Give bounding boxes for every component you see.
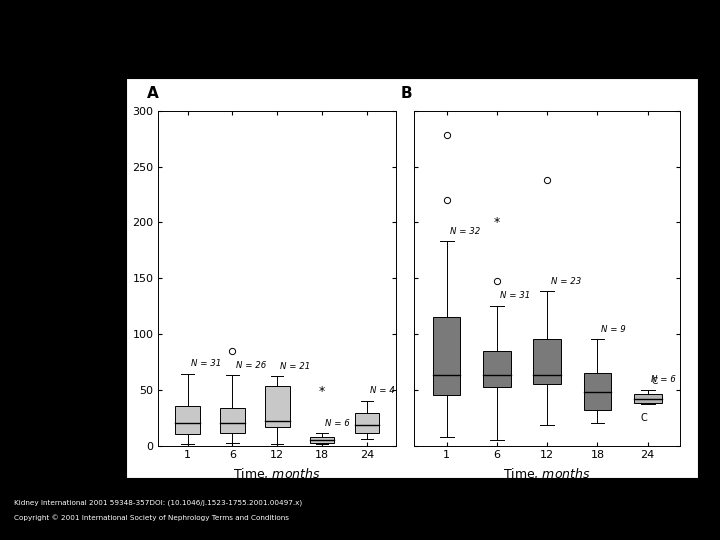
Text: N = 23: N = 23 <box>551 277 581 286</box>
Text: N = 6: N = 6 <box>652 375 676 384</box>
Bar <box>354 413 379 433</box>
Text: N = 31: N = 31 <box>191 360 221 368</box>
Text: N = 9: N = 9 <box>601 325 626 334</box>
Text: N = 6: N = 6 <box>325 418 350 428</box>
Text: N = 26: N = 26 <box>235 361 266 369</box>
Bar <box>175 407 200 434</box>
Text: Copyright © 2001 International Society of Nephrology Terms and Conditions: Copyright © 2001 International Society o… <box>14 514 289 521</box>
Text: N = 31: N = 31 <box>500 292 531 300</box>
Text: C: C <box>652 377 658 387</box>
Bar <box>265 386 289 427</box>
Text: A: A <box>147 86 158 100</box>
Y-axis label: CA 125, U/mL: CA 125, U/mL <box>115 238 128 318</box>
Text: N = 32: N = 32 <box>450 227 480 235</box>
Text: Kidney International 2001 59348-357DOI: (10.1046/j.1523-1755.2001.00497.x): Kidney International 2001 59348-357DOI: … <box>14 500 302 506</box>
Text: N = 21: N = 21 <box>280 362 310 371</box>
X-axis label: Time, $\it{months}$: Time, $\it{months}$ <box>503 466 591 481</box>
Bar <box>634 394 662 403</box>
Text: *: * <box>319 386 325 399</box>
Text: N = 4: N = 4 <box>370 386 395 395</box>
Text: C: C <box>640 413 647 423</box>
Bar <box>584 373 611 410</box>
Text: Figure 4: Figure 4 <box>332 32 388 46</box>
Bar <box>483 350 510 388</box>
Bar <box>310 436 334 443</box>
X-axis label: Time, $\it{months}$: Time, $\it{months}$ <box>233 466 321 481</box>
Text: *: * <box>494 216 500 229</box>
Text: B: B <box>400 86 413 100</box>
Bar <box>534 340 561 384</box>
Bar <box>433 317 461 395</box>
Bar <box>220 408 245 433</box>
